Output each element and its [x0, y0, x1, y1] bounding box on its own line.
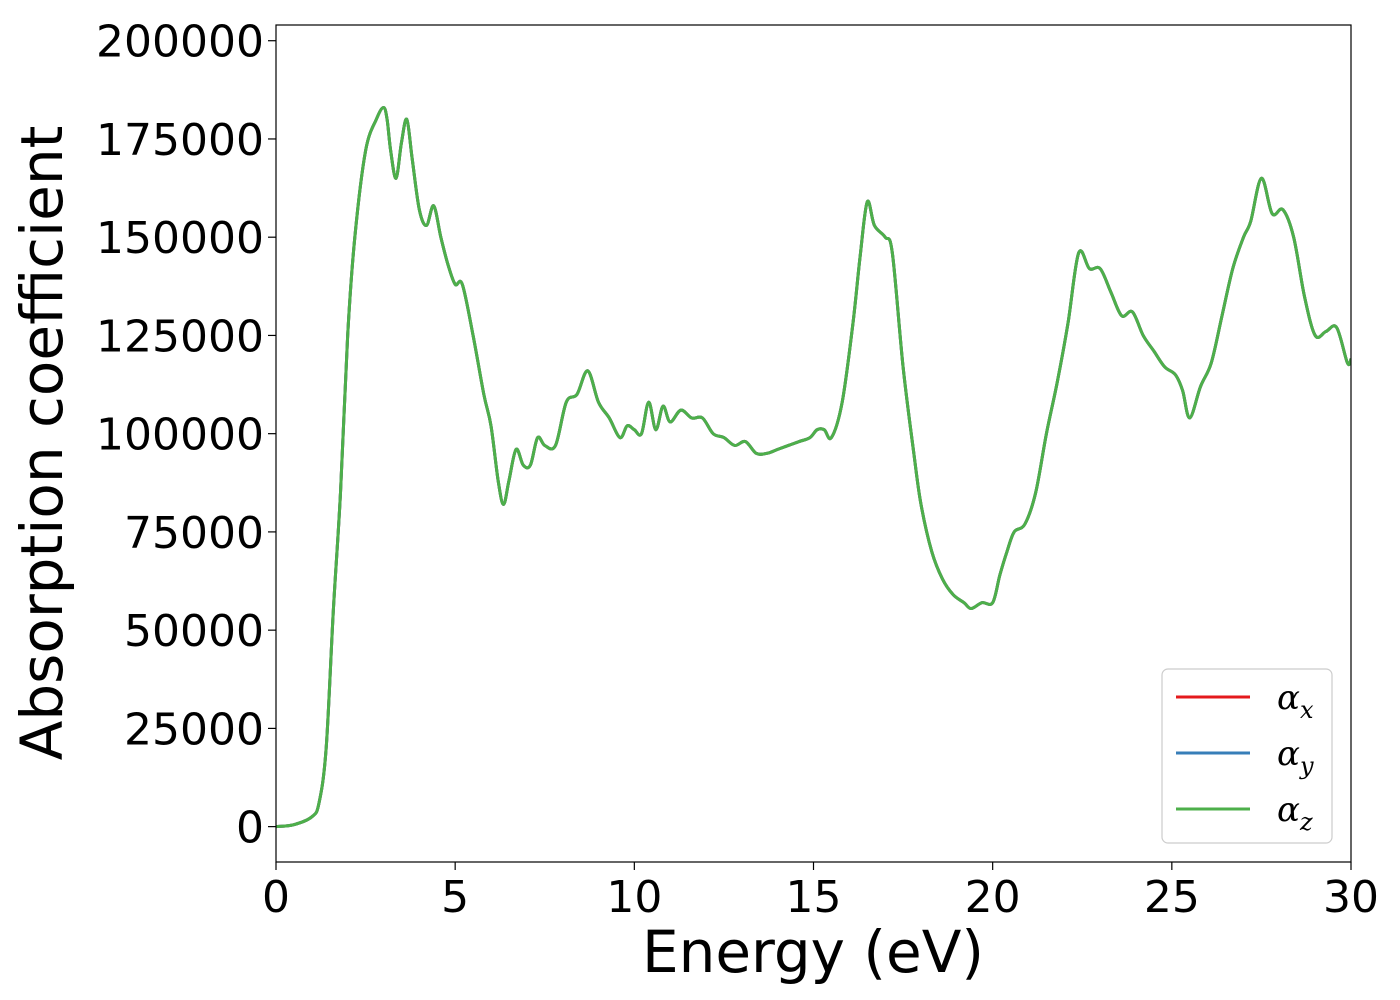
series-line-z	[276, 106, 1351, 829]
legend: αx αy αz	[1161, 668, 1333, 844]
y-axis-label: Absorption coefficient	[8, 126, 76, 761]
y-tick-label: 100000	[96, 410, 264, 461]
plot-frame	[275, 24, 1352, 863]
x-tick-label: 5	[441, 872, 469, 923]
x-tick-label: 0	[262, 872, 290, 923]
x-tick-label: 30	[1323, 872, 1379, 923]
legend-box	[1161, 668, 1333, 844]
legend-label: αx	[1277, 678, 1314, 724]
x-tick-label: 10	[606, 872, 662, 923]
x-tick-label: 20	[965, 872, 1021, 923]
y-tick-label: 200000	[96, 17, 264, 68]
x-axis-label: Energy (eV)	[642, 918, 984, 986]
x-tick-label: 15	[786, 872, 842, 923]
y-tick-label: 50000	[124, 606, 264, 657]
axis-ticks: 0 5 10 15 20 25 30 0 25000 50000 75000 100000 125000…	[96, 17, 1379, 923]
y-tick-label: 0	[236, 803, 264, 854]
series-lines	[276, 106, 1351, 829]
y-tick-label: 75000	[124, 508, 264, 559]
y-tick-label: 150000	[96, 213, 264, 264]
y-tick-label: 175000	[96, 115, 264, 166]
x-tick-label: 25	[1144, 872, 1200, 923]
y-tick-label: 125000	[96, 311, 264, 362]
legend-label: αz	[1277, 790, 1313, 836]
y-tick-label: 25000	[124, 704, 264, 755]
legend-label: αy	[1277, 734, 1314, 780]
